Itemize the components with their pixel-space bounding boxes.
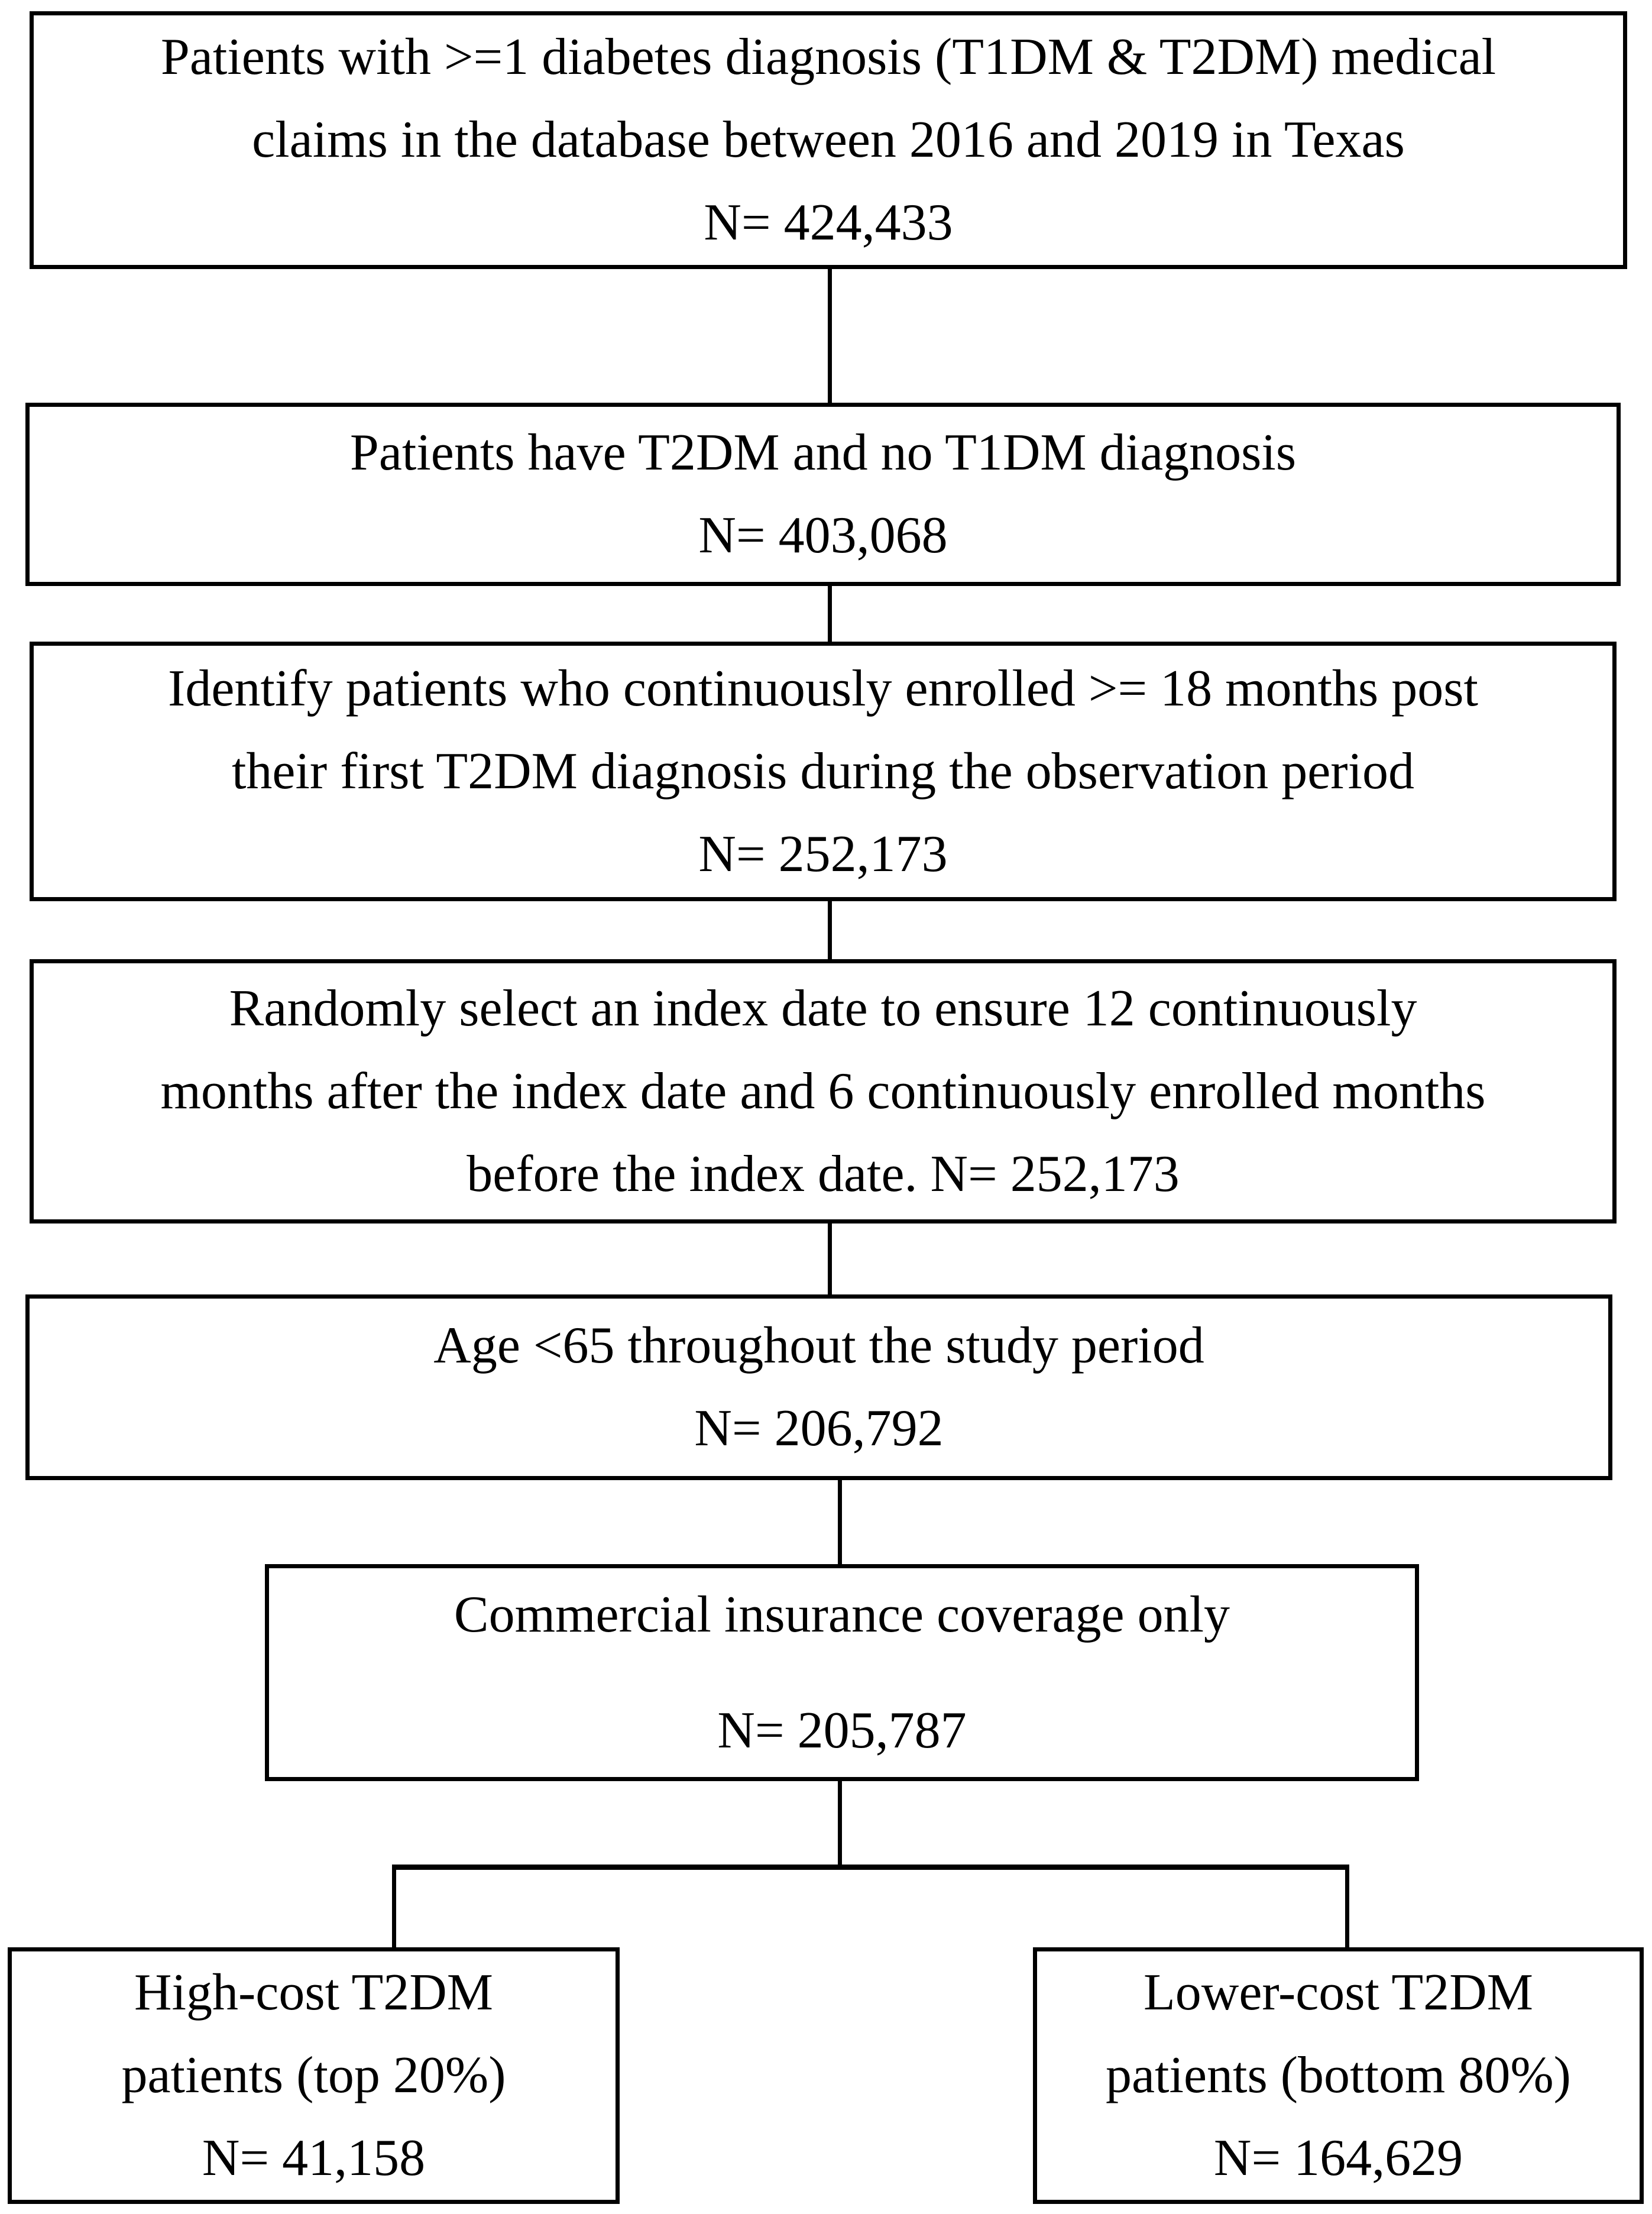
box-text-line: patients (bottom 80%)	[1106, 2047, 1571, 2104]
box-commercial-insurance-only: Commercial insurance coverage only N= 20…	[265, 1564, 1419, 1781]
box-text-line: Commercial insurance coverage only	[454, 1585, 1230, 1643]
box-count-line: before the index date. N= 252,173	[467, 1145, 1180, 1203]
box-count-line: N= 424,433	[704, 194, 953, 251]
box-text-line: their first T2DM diagnosis during the ob…	[231, 742, 1415, 800]
box-count-line: N= 205,787	[717, 1701, 967, 1759]
box-count-line: N= 206,792	[694, 1400, 944, 1457]
box-text-line: Identify patients who continuously enrol…	[168, 659, 1478, 717]
box-t2dm-no-t1dm: Patients have T2DM and no T1DM diagnosis…	[25, 403, 1621, 586]
box-count-line: N= 403,068	[698, 507, 948, 564]
branch-horizontal-line	[392, 1865, 1349, 1870]
box-text-line: Lower-cost T2DM	[1144, 1964, 1533, 2021]
box-text-line: months after the index date and 6 contin…	[160, 1062, 1486, 1120]
branch-left-line	[392, 1865, 396, 1947]
box-text-line: Age <65 throughout the study period	[433, 1317, 1204, 1374]
box-count-line: N= 164,629	[1213, 2129, 1463, 2187]
box-high-cost-t2dm: High-cost T2DM patients (top 20%) N= 41,…	[8, 1947, 620, 2204]
flow-connector-4	[828, 1223, 832, 1294]
flow-connector-2	[828, 586, 832, 642]
box-diabetes-claims-population: Patients with >=1 diabetes diagnosis (T1…	[30, 11, 1627, 269]
box-age-under-65: Age <65 throughout the study period N= 2…	[25, 1294, 1612, 1480]
box-text-line: Patients have T2DM and no T1DM diagnosis	[349, 424, 1297, 481]
box-text-line: High-cost T2DM	[134, 1964, 494, 2021]
branch-right-line	[1345, 1865, 1349, 1947]
flow-connector-6	[838, 1781, 842, 1869]
box-text-line: Randomly select an index date to ensure …	[229, 979, 1417, 1037]
box-lower-cost-t2dm: Lower-cost T2DM patients (bottom 80%) N=…	[1033, 1947, 1644, 2204]
box-text-line: claims in the database between 2016 and …	[252, 111, 1405, 169]
flow-connector-1	[828, 269, 832, 403]
box-text-line: patients (top 20%)	[121, 2047, 506, 2104]
flow-connector-3	[828, 901, 832, 959]
box-text-line: Patients with >=1 diabetes diagnosis (T1…	[160, 28, 1496, 86]
box-random-index-date: Randomly select an index date to ensure …	[30, 959, 1617, 1223]
box-count-line: N= 41,158	[202, 2129, 426, 2187]
box-continuous-enrollment-18mo: Identify patients who continuously enrol…	[30, 642, 1617, 901]
flow-connector-5	[838, 1480, 842, 1564]
box-count-line: N= 252,173	[698, 825, 948, 883]
